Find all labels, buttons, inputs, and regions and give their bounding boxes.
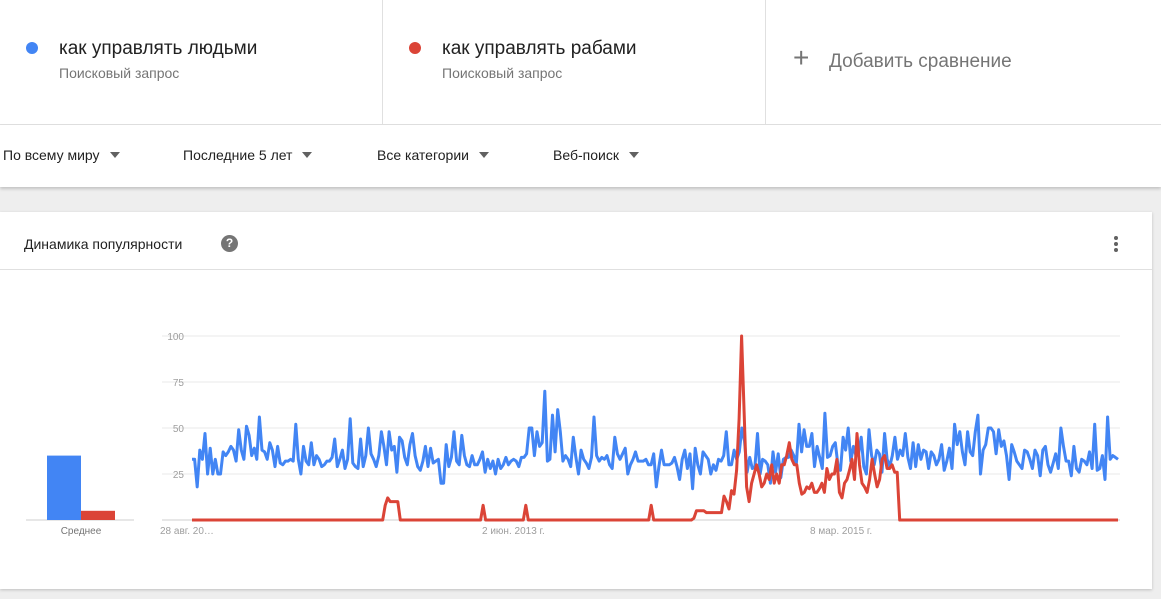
category-filter-label: Все категории xyxy=(377,147,469,163)
help-icon[interactable]: ? xyxy=(221,235,238,252)
search-term-label: как управлять людьми xyxy=(59,38,258,59)
region-filter-label: По всему миру xyxy=(3,147,100,163)
period-filter-label: Последние 5 лет xyxy=(183,147,293,163)
add-comparison-button[interactable]: + Добавить сравнение xyxy=(766,0,1161,124)
dropdown-caret-icon xyxy=(628,152,639,159)
dropdown-caret-icon xyxy=(109,152,120,159)
search-term-type: Поисковый запрос xyxy=(59,65,180,81)
plus-icon: + xyxy=(793,42,810,73)
y-tick-label: 100 xyxy=(167,332,184,343)
series-line-blue xyxy=(192,389,1119,491)
interest-over-time-card: Динамика популярности ? 100 75 50 25 28 авг.… xyxy=(0,212,1152,589)
add-comparison-label: Добавить сравнение xyxy=(829,51,1012,72)
search-type-filter-dropdown[interactable]: Веб-поиск xyxy=(553,147,639,163)
y-tick-label: 25 xyxy=(173,470,185,481)
series-dot-icon xyxy=(409,42,421,54)
y-tick-label: 50 xyxy=(173,424,185,435)
average-bar xyxy=(81,510,115,520)
dropdown-caret-icon xyxy=(302,152,313,159)
category-filter-dropdown[interactable]: Все категории xyxy=(377,147,489,163)
dropdown-caret-icon xyxy=(478,152,489,159)
series-line-red xyxy=(192,334,1118,522)
card-title: Динамика популярности xyxy=(24,236,183,252)
search-term-label: как управлять рабами xyxy=(442,38,637,59)
search-term-type: Поисковый запрос xyxy=(442,65,563,81)
search-term-1[interactable]: как управлять людьми Поисковый запрос xyxy=(0,0,383,124)
card-header: Динамика популярности ? xyxy=(0,212,1152,270)
region-filter-dropdown[interactable]: По всему миру xyxy=(3,147,120,163)
search-term-2[interactable]: как управлять рабами Поисковый запрос xyxy=(383,0,766,124)
interest-chart: 100 75 50 25 28 авг. 20… 2 июн. 2013 г. 8 мар.… xyxy=(26,332,1120,537)
y-tick-label: 75 xyxy=(173,378,185,389)
search-type-filter-label: Веб-поиск xyxy=(553,147,619,163)
x-tick-label: 2 июн. 2013 г. xyxy=(482,526,545,537)
average-bar xyxy=(47,455,81,520)
average-label: Среднее xyxy=(61,526,102,537)
more-vert-icon[interactable] xyxy=(1112,236,1120,254)
period-filter-dropdown[interactable]: Последние 5 лет xyxy=(183,147,313,163)
series-dot-icon xyxy=(26,42,38,54)
x-tick-label: 8 мар. 2015 г. xyxy=(810,526,872,537)
filter-bar: По всему миру Последние 5 лет Все катего… xyxy=(0,125,1161,187)
x-tick-label: 28 авг. 20… xyxy=(160,526,214,537)
compare-bar: как управлять людьми Поисковый запрос ка… xyxy=(0,0,1161,125)
